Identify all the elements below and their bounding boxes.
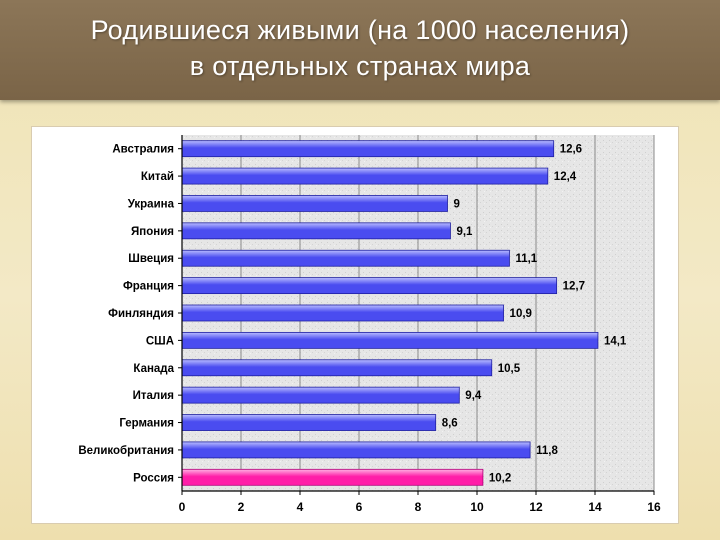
value-labels: 12,6 12,4 9 9,1 11,1 12,7 10,9 14,1 10,5 9,4 8,6 11… — [442, 144, 627, 485]
category-label: Франция — [123, 281, 174, 293]
bar — [181, 441, 531, 459]
bar — [181, 222, 451, 240]
x-tick-label: 10 — [470, 500, 484, 514]
x-tick-label: 4 — [297, 500, 304, 514]
bar — [181, 277, 558, 295]
chart-frame: Австралия Китай Украина Япония Швеция Франция… — [32, 127, 678, 523]
x-tick-label: 0 — [179, 500, 186, 514]
data-label: 10,5 — [498, 363, 521, 375]
category-label: Швеция — [128, 253, 174, 265]
x-tick-label: 2 — [238, 500, 245, 514]
bar — [181, 304, 504, 322]
category-label: Финляндия — [108, 308, 174, 320]
data-label: 12,4 — [554, 171, 577, 183]
x-tick-label: 12 — [529, 500, 543, 514]
category-label: Япония — [131, 226, 174, 238]
bar-chart: Австралия Китай Украина Япония Швеция Франция… — [78, 135, 661, 514]
category-label: Великобритания — [78, 445, 174, 457]
category-label: Канада — [133, 363, 174, 375]
bar — [181, 140, 555, 158]
bar — [181, 331, 599, 349]
title-banner — [0, 0, 720, 100]
category-label: Китай — [141, 171, 174, 183]
data-label: 11,8 — [536, 445, 558, 457]
bars — [178, 140, 599, 486]
category-label: Италия — [133, 390, 174, 402]
bar — [181, 359, 493, 377]
bar — [181, 195, 448, 212]
title-line-1: Родившиеся живыми (на 1000 населения) — [90, 15, 630, 45]
page-title: Родившиеся живыми (на 1000 населения) в … — [0, 12, 720, 84]
data-label: 12,7 — [563, 281, 585, 293]
bar — [181, 167, 549, 185]
data-label: 10,2 — [489, 472, 511, 484]
data-label: 12,6 — [560, 144, 582, 156]
category-labels: Австралия Китай Украина Япония Швеция Франция… — [78, 144, 174, 485]
x-tick-label: 16 — [647, 500, 661, 514]
category-label: США — [146, 335, 174, 347]
category-label: Германия — [119, 418, 174, 430]
data-label: 9,4 — [465, 390, 482, 402]
title-line-2: в отдельных странах мира — [189, 51, 531, 81]
data-label: 11,1 — [515, 253, 537, 265]
data-label: 8,6 — [442, 418, 458, 430]
bar — [181, 249, 510, 267]
category-label: Австралия — [112, 144, 174, 156]
bar — [181, 414, 437, 431]
x-tick-label: 6 — [356, 500, 363, 514]
category-label: Украина — [128, 198, 175, 210]
bar-highlight — [181, 468, 484, 486]
data-label: 9,1 — [456, 226, 473, 238]
x-tick-label: 8 — [415, 500, 422, 514]
bar — [181, 386, 460, 404]
data-label: 10,9 — [510, 308, 532, 320]
x-tick-label: 14 — [588, 500, 602, 514]
x-tick-labels: 0 2 4 6 8 10 12 14 16 — [179, 491, 661, 514]
category-label: Россия — [133, 472, 174, 484]
data-label: 9 — [454, 198, 460, 210]
data-label: 14,1 — [604, 335, 627, 347]
